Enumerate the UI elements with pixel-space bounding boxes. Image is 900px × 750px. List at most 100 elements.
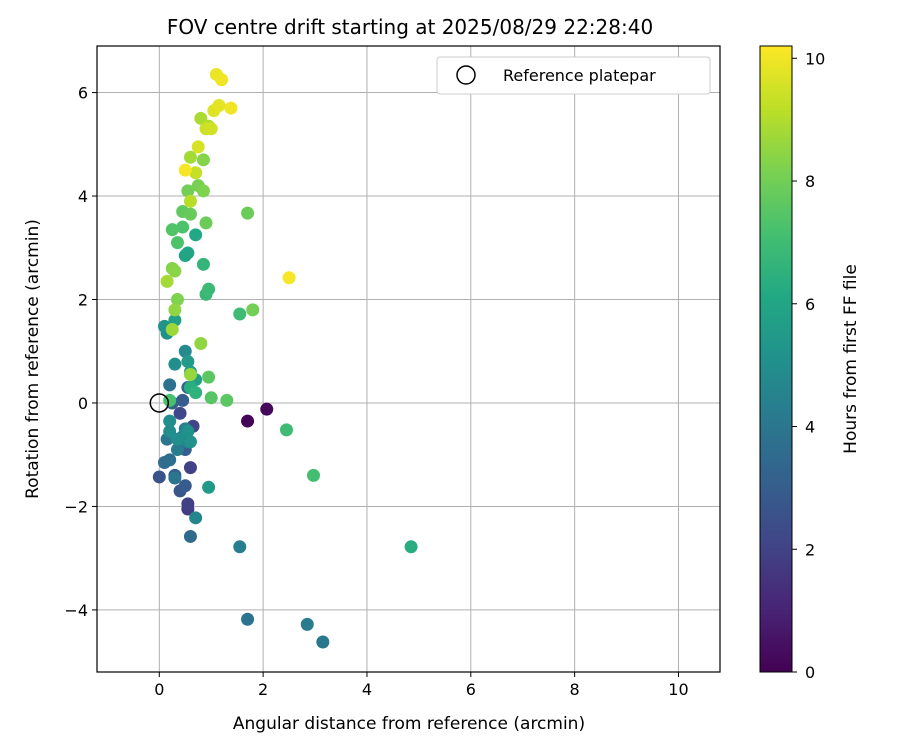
data-point <box>196 257 210 271</box>
data-point <box>199 216 213 230</box>
reference-platepar-marker <box>149 393 170 413</box>
data-point <box>181 355 195 369</box>
data-point <box>202 370 216 384</box>
data-point <box>173 406 187 420</box>
colorbar-tick-label: 4 <box>805 418 815 437</box>
data-point <box>178 479 192 493</box>
colorbar-tick-label: 2 <box>805 540 815 559</box>
x-tick-label: 10 <box>668 680 688 699</box>
data-point <box>189 511 203 525</box>
data-point <box>181 246 195 260</box>
data-point <box>183 461 197 475</box>
data-point <box>152 470 166 484</box>
data-point <box>202 282 216 296</box>
data-point <box>189 166 203 180</box>
colorbar-tick-label: 10 <box>805 49 825 68</box>
data-point <box>168 357 182 371</box>
data-point <box>183 150 197 164</box>
x-tick-label: 4 <box>362 680 372 699</box>
data-point <box>189 228 203 242</box>
data-point <box>163 453 177 467</box>
data-point <box>306 468 320 482</box>
data-point <box>241 612 255 626</box>
x-axis-ticks: 0 2 4 6 8 10 <box>154 672 689 699</box>
x-axis-label: Angular distance from reference (arcmin) <box>233 714 585 734</box>
legend-label: Reference platepar <box>503 66 656 85</box>
data-point <box>183 194 197 208</box>
data-point <box>176 220 190 234</box>
data-point <box>168 303 182 317</box>
data-point <box>233 307 247 321</box>
data-point <box>181 184 195 198</box>
data-point <box>170 293 184 307</box>
y-axis-ticks: −4 −2 0 2 4 6 <box>64 84 97 620</box>
data-point <box>183 435 197 449</box>
y-tick-label: 6 <box>78 84 88 103</box>
data-point <box>212 98 226 112</box>
legend-marker <box>456 65 476 85</box>
data-point <box>181 497 195 511</box>
y-tick-label: 2 <box>78 291 88 310</box>
data-point <box>189 386 203 400</box>
data-point <box>241 206 255 220</box>
data-point <box>165 223 179 237</box>
data-point <box>168 264 182 278</box>
legend-box <box>436 56 711 95</box>
data-point <box>204 391 218 405</box>
colorbar-tick-label: 8 <box>805 172 815 191</box>
data-point <box>224 101 238 115</box>
data-point <box>160 274 174 288</box>
y-tick-label: −2 <box>64 497 88 516</box>
data-point <box>215 73 229 87</box>
data-point <box>178 344 192 358</box>
plot-frame <box>96 45 721 673</box>
data-point <box>246 303 260 317</box>
data-point <box>204 122 218 136</box>
data-point <box>178 163 192 177</box>
data-point <box>170 443 184 457</box>
data-point <box>241 414 255 428</box>
colorbar-tick-label: 6 <box>805 295 815 314</box>
x-tick-label: 6 <box>466 680 476 699</box>
data-point <box>191 140 205 154</box>
colorbar-label: Hours from first FF file <box>841 264 861 454</box>
data-point <box>181 424 195 438</box>
data-point <box>163 414 177 428</box>
data-point <box>176 393 190 407</box>
data-point <box>163 378 177 392</box>
data-point <box>183 529 197 543</box>
x-tick-label: 8 <box>570 680 580 699</box>
chart-title: FOV centre drift starting at 2025/08/29 … <box>167 15 653 39</box>
y-axis-label: Rotation from reference (arcmin) <box>23 219 43 499</box>
colorbar: 0 2 4 6 8 10 Hours from first FF file <box>759 45 861 682</box>
colorbar-gradient <box>759 45 793 673</box>
data-point <box>170 432 184 446</box>
data-point <box>170 236 184 250</box>
data-point <box>233 540 247 554</box>
data-point <box>220 393 234 407</box>
data-point <box>316 635 330 649</box>
y-tick-label: 4 <box>78 187 88 206</box>
x-tick-label: 0 <box>154 680 164 699</box>
data-point <box>183 207 197 221</box>
colorbar-tick-label: 0 <box>805 663 815 682</box>
data-point <box>165 323 179 337</box>
data-point <box>260 402 274 416</box>
scatter-points <box>152 67 418 649</box>
data-point <box>196 153 210 167</box>
data-point <box>300 617 314 631</box>
data-point <box>168 471 182 485</box>
data-point <box>202 480 216 494</box>
data-point <box>196 184 210 198</box>
data-point <box>279 423 293 437</box>
legend: Reference platepar <box>436 56 711 95</box>
colorbar-ticks: 0 2 4 6 8 10 <box>792 49 825 682</box>
y-tick-label: −4 <box>64 601 88 620</box>
x-tick-label: 2 <box>258 680 268 699</box>
y-tick-label: 0 <box>78 394 88 413</box>
data-point <box>404 540 418 554</box>
data-point <box>282 271 296 285</box>
data-point <box>194 336 208 350</box>
data-point <box>183 368 197 382</box>
